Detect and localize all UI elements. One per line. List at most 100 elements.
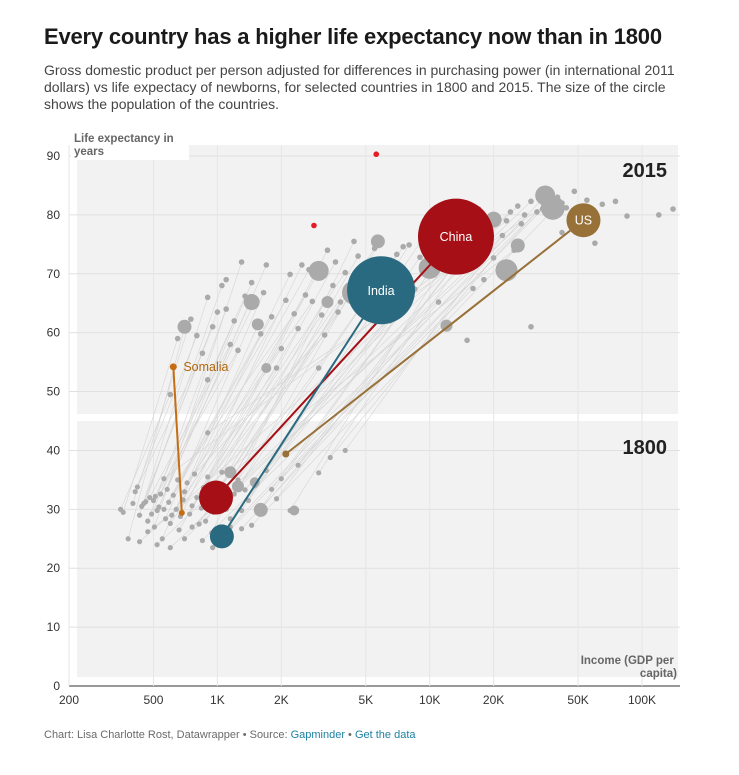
india-1800-point [209, 524, 234, 549]
connector-line [196, 250, 328, 498]
x-tick-label: 500 [143, 693, 163, 707]
point-2015 [268, 313, 275, 320]
connector-line [170, 367, 277, 524]
point-2015 [534, 209, 540, 215]
point-2015 [321, 332, 328, 338]
point-2015 [518, 220, 525, 227]
point-1800 [156, 504, 162, 510]
x-axis: 200 500 1K 2K 5K 10K 20K 50K 100K [59, 693, 656, 707]
point-2015 [204, 294, 211, 301]
point-2015 [309, 298, 316, 305]
point-1800 [210, 545, 216, 551]
point-2015 [400, 243, 406, 250]
point-1800 [166, 499, 172, 505]
point-1800 [268, 486, 275, 492]
china-label: China [440, 230, 473, 244]
us-label: US [575, 214, 592, 228]
point-1800 [132, 489, 138, 495]
point-2015 [223, 306, 229, 312]
x-axis-title-line-2: capita) [640, 668, 677, 680]
point-1800 [205, 474, 211, 480]
point-1800 [149, 511, 155, 517]
connector-line [122, 338, 178, 513]
source-link[interactable]: Gapminder [290, 729, 345, 741]
point-2015-large [540, 195, 565, 220]
point-1800-large [231, 480, 244, 493]
us-connector [285, 219, 585, 455]
point-2015-large [243, 294, 260, 311]
point-2015 [342, 269, 349, 276]
get-the-data-link[interactable]: Get the data [354, 729, 416, 741]
connector-line [147, 309, 227, 522]
y-tick-label: 60 [47, 326, 61, 340]
point-1800 [295, 462, 301, 468]
point-1800 [136, 539, 143, 545]
point-1800 [130, 500, 136, 507]
point-1800 [191, 471, 198, 477]
y-axis-title-line-2: years [74, 146, 104, 158]
x-tick-label: 5K [358, 693, 373, 707]
connector-line [212, 208, 543, 548]
point-1800 [136, 512, 143, 518]
connector-line [260, 301, 439, 510]
y-tick-label: 20 [47, 561, 61, 575]
connector-line [134, 335, 198, 492]
point-2015 [223, 276, 229, 283]
connector-line [165, 292, 264, 519]
x-tick-label: 10K [419, 693, 440, 707]
point-2015 [299, 262, 305, 268]
china-1800-point [199, 480, 234, 515]
point-1800 [184, 480, 190, 486]
point-1800 [278, 476, 284, 482]
china-connector [215, 236, 457, 499]
point-2015 [204, 376, 211, 383]
point-1800 [231, 491, 237, 497]
connector-line [120, 394, 171, 510]
point-1800 [189, 524, 195, 530]
somalia-1800-point [178, 509, 185, 516]
point-2015 [624, 213, 630, 219]
connector-line [230, 195, 546, 528]
point-2015 [330, 282, 336, 289]
point-2015 [417, 254, 423, 261]
point-1800 [316, 470, 322, 476]
point-1800 [161, 476, 167, 482]
x-tick-label: 2K [274, 693, 289, 707]
point-1800 [145, 529, 151, 535]
connector-line [137, 353, 203, 488]
connector-line [127, 327, 185, 539]
point-2015-large [495, 259, 518, 282]
point-2015 [490, 255, 497, 261]
point-2015 [355, 253, 361, 259]
point-1800 [150, 497, 157, 504]
point-2015 [235, 347, 241, 354]
point-2015 [214, 309, 221, 315]
point-2015 [315, 365, 322, 371]
point-1800 [196, 521, 202, 527]
point-2015 [528, 198, 534, 205]
point-2015 [278, 345, 285, 352]
chart-title: Every country has a higher life expectan… [44, 24, 662, 49]
y-axis-title: Life expectancy in years [74, 133, 177, 158]
point-1800 [173, 506, 179, 512]
y-axis-title-background [71, 130, 189, 160]
point-2015 [394, 251, 400, 258]
panel-label-2015: 2015 [623, 160, 668, 182]
point-2015 [499, 232, 506, 239]
point-2015 [435, 299, 442, 305]
connector-line [241, 199, 549, 529]
point-2015 [335, 309, 341, 315]
y-tick-label: 30 [47, 502, 61, 516]
point-1800 [164, 486, 170, 492]
connector-line [173, 300, 287, 496]
y-tick-label: 70 [47, 267, 61, 281]
point-2015 [257, 331, 264, 337]
point-1800 [151, 524, 158, 530]
point-2015 [507, 209, 514, 215]
point-2015 [287, 271, 293, 278]
point-2015 [167, 391, 174, 398]
point-2015-large [440, 319, 453, 332]
y-tick-label: 10 [47, 620, 61, 634]
point-1800 [205, 430, 211, 436]
point-1800 [157, 491, 164, 497]
